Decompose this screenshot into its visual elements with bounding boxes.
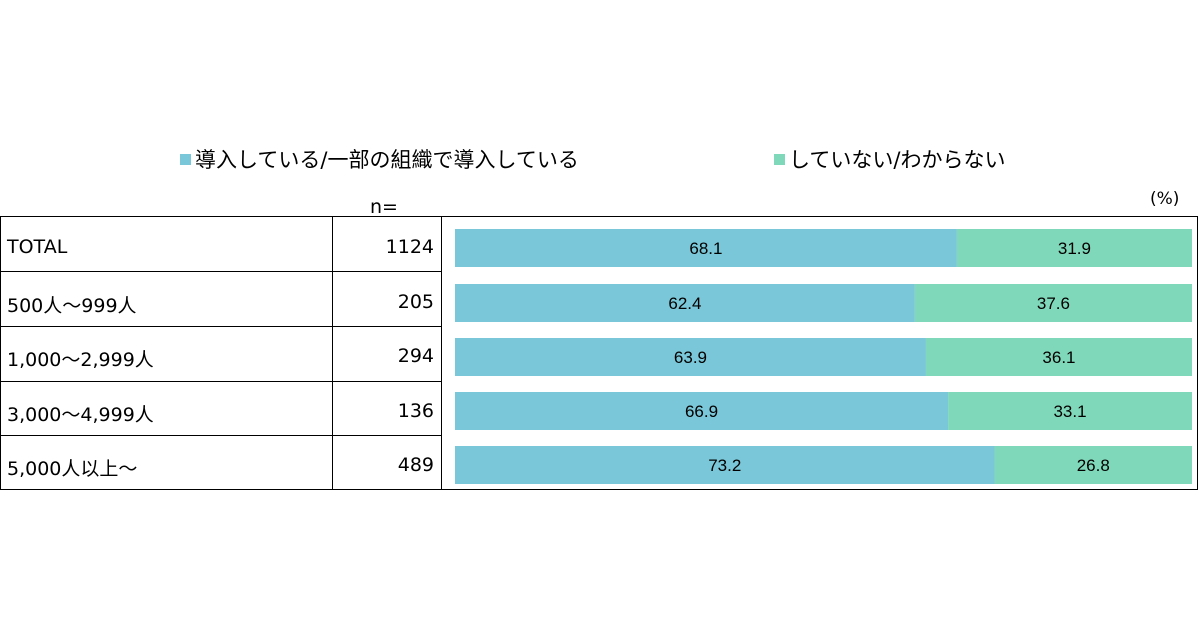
row-divider xyxy=(1,435,442,436)
column-divider-n xyxy=(332,217,333,489)
bar-value-label-series1-row1: 68.1 xyxy=(689,239,722,258)
row-label-500-999: 500人～999人 xyxy=(7,295,137,317)
row-label-5000-plus: 5,000人以上～ xyxy=(7,458,138,480)
column-divider-bars xyxy=(441,217,442,489)
row-n-5000-plus: 489 xyxy=(397,454,434,476)
bar-value-label-series2-row2: 37.6 xyxy=(1037,294,1070,313)
legend-item-series2: していない/わからない xyxy=(774,144,1005,174)
row-label-1000-2999: 1,000～2,999人 xyxy=(7,349,154,371)
bar-segment-series2-row1 xyxy=(956,229,1192,267)
bar-segment-series2-row4 xyxy=(948,392,1192,430)
legend-label-series2: していない/わからない xyxy=(789,148,1006,172)
bar-value-label-series2-row3: 36.1 xyxy=(1042,348,1075,367)
row-n-500-999: 205 xyxy=(397,291,434,313)
bar-segment-series2-row2 xyxy=(914,284,1192,322)
bar-segment-series1-row2 xyxy=(455,284,915,322)
row-divider xyxy=(1,381,442,382)
bar-value-label-series1-row4: 66.9 xyxy=(685,402,718,421)
row-n-3000-4999: 136 xyxy=(397,400,434,422)
legend-label-series1: 導入している/一部の組織で導入している xyxy=(195,148,579,172)
bar-segment-series1-row1 xyxy=(455,229,957,267)
legend-item-series1: 導入している/一部の組織で導入している xyxy=(180,144,579,174)
bar-segment-series2-row3 xyxy=(925,338,1192,376)
chart-table: TOTAL 500人～999人 1,000～2,999人 3,000～4,999… xyxy=(0,216,1198,490)
row-n-1000-2999: 294 xyxy=(397,345,434,367)
bar-segment-series1-row5 xyxy=(455,446,995,484)
bar-value-label-series2-row4: 33.1 xyxy=(1053,402,1086,421)
bar-value-label-series1-row2: 62.4 xyxy=(668,294,701,313)
row-label-3000-4999: 3,000～4,999人 xyxy=(7,404,154,426)
row-n-total: 1124 xyxy=(385,236,434,258)
bar-value-label-series1-row5: 73.2 xyxy=(708,456,741,475)
legend-swatch-series2 xyxy=(774,153,785,165)
bar-value-label-series2-row5: 26.8 xyxy=(1077,456,1110,475)
n-header: n= xyxy=(370,196,398,218)
row-divider xyxy=(1,271,442,272)
bar-segment-series1-row4 xyxy=(455,392,949,430)
bar-value-label-series2-row1: 31.9 xyxy=(1058,239,1091,258)
legend-swatch-series1 xyxy=(180,153,191,165)
row-divider xyxy=(1,326,442,327)
row-label-total: TOTAL xyxy=(7,236,68,258)
bar-value-label-series1-row3: 63.9 xyxy=(674,348,707,367)
bar-segment-series2-row5 xyxy=(994,446,1192,484)
legend: 導入している/一部の組織で導入している していない/わからない xyxy=(180,144,1080,174)
unit-label: (%) xyxy=(1150,189,1180,209)
bar-segment-series1-row3 xyxy=(455,338,926,376)
